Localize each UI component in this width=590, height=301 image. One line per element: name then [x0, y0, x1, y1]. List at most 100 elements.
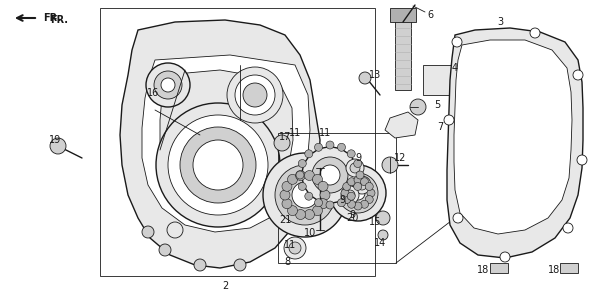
Text: 9: 9: [339, 195, 345, 205]
Circle shape: [284, 237, 306, 259]
Circle shape: [353, 176, 371, 194]
Circle shape: [314, 143, 323, 151]
Text: 11: 11: [319, 128, 331, 138]
Circle shape: [282, 181, 292, 191]
Circle shape: [350, 163, 360, 173]
Polygon shape: [120, 20, 320, 268]
Text: 20: 20: [346, 213, 358, 223]
Circle shape: [159, 244, 171, 256]
Text: 3: 3: [497, 17, 503, 27]
Circle shape: [341, 189, 349, 197]
Circle shape: [227, 67, 283, 123]
Circle shape: [347, 150, 355, 158]
Polygon shape: [454, 40, 572, 234]
Circle shape: [320, 165, 340, 185]
Circle shape: [168, 115, 268, 215]
Text: 18: 18: [548, 265, 560, 275]
Text: FR.: FR.: [43, 13, 61, 23]
Circle shape: [337, 143, 346, 151]
Circle shape: [302, 147, 358, 203]
Circle shape: [146, 63, 190, 107]
Circle shape: [50, 138, 66, 154]
Circle shape: [296, 209, 306, 219]
Circle shape: [142, 226, 154, 238]
Bar: [395, 15, 411, 90]
Circle shape: [275, 165, 335, 225]
Circle shape: [167, 222, 183, 238]
Circle shape: [313, 174, 323, 185]
Circle shape: [318, 181, 328, 191]
Text: 19: 19: [49, 135, 61, 145]
Circle shape: [299, 160, 306, 168]
Circle shape: [410, 99, 426, 115]
Polygon shape: [142, 55, 310, 232]
Circle shape: [180, 127, 256, 203]
Circle shape: [326, 141, 334, 149]
Polygon shape: [447, 28, 583, 258]
Circle shape: [346, 159, 364, 177]
Text: 2: 2: [222, 281, 228, 291]
Circle shape: [500, 252, 510, 262]
Circle shape: [193, 140, 243, 190]
Circle shape: [289, 242, 301, 254]
Text: 13: 13: [369, 70, 381, 80]
Circle shape: [382, 157, 398, 173]
Bar: [390, 8, 416, 22]
Circle shape: [263, 153, 347, 237]
Circle shape: [577, 155, 587, 165]
Circle shape: [530, 28, 540, 38]
Circle shape: [156, 103, 280, 227]
Circle shape: [357, 180, 367, 190]
Circle shape: [354, 176, 362, 184]
Circle shape: [376, 211, 390, 225]
Text: 8: 8: [284, 257, 290, 267]
Circle shape: [453, 213, 463, 223]
Text: FR.: FR.: [50, 15, 68, 25]
Circle shape: [354, 160, 362, 168]
Circle shape: [365, 182, 373, 191]
Text: 15: 15: [369, 217, 381, 227]
Bar: [490, 263, 508, 273]
Text: 17: 17: [279, 132, 291, 142]
Circle shape: [287, 174, 297, 185]
Circle shape: [365, 196, 373, 203]
Circle shape: [312, 157, 348, 193]
Circle shape: [452, 37, 462, 47]
Circle shape: [154, 71, 182, 99]
Circle shape: [274, 135, 290, 151]
Bar: [278, 133, 396, 263]
Text: 7: 7: [437, 122, 443, 132]
Text: 11: 11: [289, 128, 301, 138]
Circle shape: [354, 202, 362, 210]
Circle shape: [280, 190, 290, 200]
Circle shape: [338, 173, 378, 213]
Circle shape: [235, 75, 275, 115]
Circle shape: [305, 192, 313, 200]
Text: 9: 9: [349, 210, 355, 220]
Circle shape: [378, 230, 388, 240]
Circle shape: [360, 200, 369, 208]
Text: 18: 18: [477, 265, 489, 275]
Bar: [423, 65, 461, 95]
Text: 6: 6: [427, 10, 433, 20]
Circle shape: [304, 170, 314, 181]
Text: 16: 16: [147, 88, 159, 98]
Circle shape: [354, 182, 362, 191]
Circle shape: [314, 199, 323, 207]
Circle shape: [563, 223, 573, 233]
Circle shape: [573, 70, 583, 80]
Circle shape: [351, 186, 365, 200]
Circle shape: [287, 206, 297, 216]
Circle shape: [161, 78, 175, 92]
Circle shape: [341, 186, 359, 204]
Text: 9: 9: [355, 153, 361, 163]
Text: 5: 5: [434, 100, 440, 110]
Circle shape: [347, 192, 355, 200]
Circle shape: [296, 170, 306, 181]
Circle shape: [343, 196, 350, 203]
Text: 11: 11: [284, 240, 296, 250]
Circle shape: [305, 150, 313, 158]
Circle shape: [296, 171, 304, 179]
Circle shape: [359, 72, 371, 84]
Polygon shape: [385, 112, 418, 138]
